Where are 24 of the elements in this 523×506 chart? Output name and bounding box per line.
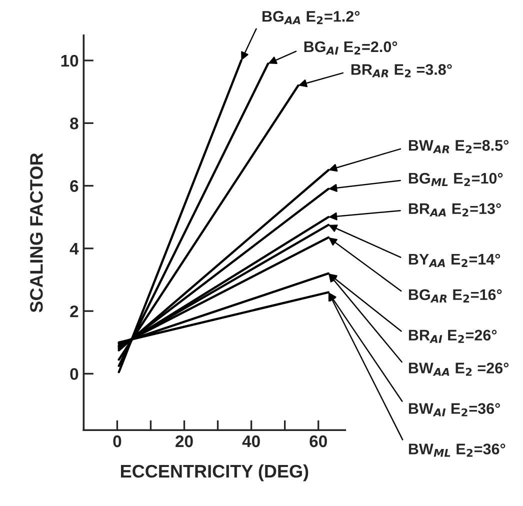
annotation: BW$_{AR}$ E$_{2}$=8.5° [408, 140, 509, 154]
x-tick-label: 0 [113, 435, 122, 448]
annotation: BR$_{AA}$ E$_{2}$=13° [408, 203, 501, 216]
annotation: BY$_{AA}$ E$_{2}$=14° [408, 254, 500, 267]
x-tick-label: 40 [242, 435, 260, 448]
y-tick-label: 0 [70, 368, 78, 380]
y-tick-label: 6 [70, 180, 78, 192]
annotation: BW$_{ML}$ E$_{2}$=36° [408, 444, 506, 457]
annotation: BW$_{AA}$ E$_{2}$ =26° [408, 362, 509, 376]
x-tick-label: 20 [176, 435, 193, 448]
annotation: BW$_{AI}$ E$_{2}$=36° [408, 403, 500, 416]
x-tick-label: 60 [310, 435, 327, 448]
annotation: BG$_{ML}$ E$_{2}$=10° [408, 172, 503, 186]
y-tick-label: 8 [70, 118, 78, 130]
annotation: BG$_{AR}$ E$_{2}$=16° [408, 289, 502, 302]
annotation: BG$_{AA}$ E$_{2}$=1.2° [262, 10, 360, 24]
annotation: BR$_{AR}$ E$_{2}$ =3.8° [351, 64, 452, 78]
annotation: BG$_{AI}$ E$_{2}$=2.0° [304, 41, 398, 54]
y-tick-label: 2 [70, 305, 78, 318]
y-tick-label: 10 [61, 54, 78, 67]
annotation: BR$_{AI}$ E$_{2}$=26° [408, 330, 497, 343]
y-tick-label: 4 [70, 242, 79, 254]
y-axis-title: SCALING FACTOR [30, 153, 43, 312]
x-axis-title: ECCENTRICITY (DEG) [121, 464, 308, 482]
